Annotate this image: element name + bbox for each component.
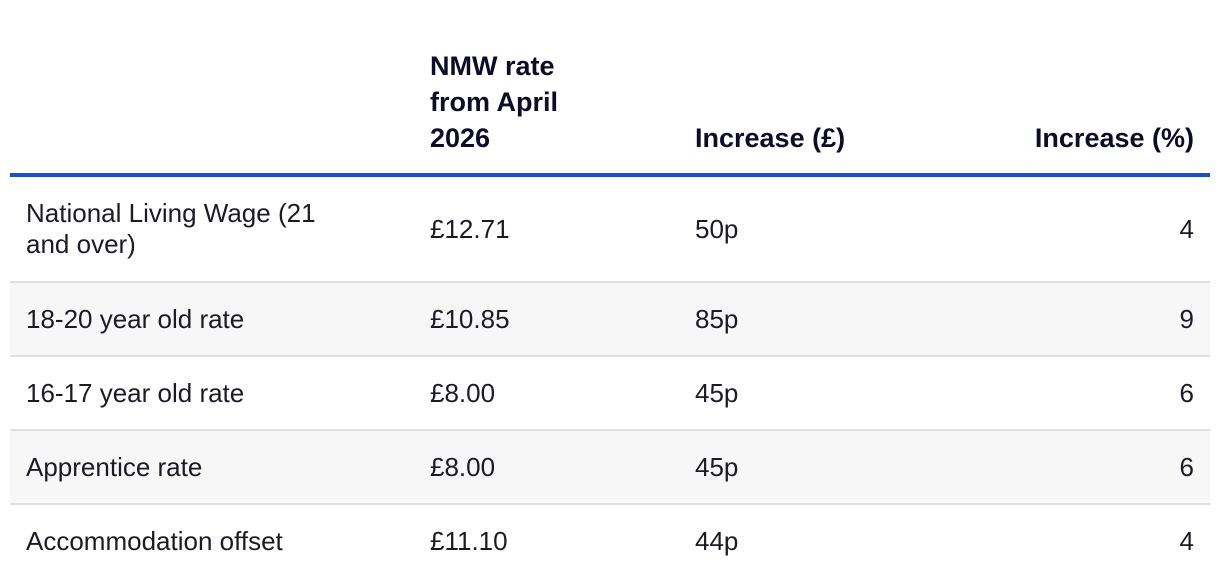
rate-cell: £12.71 xyxy=(414,175,679,283)
table-header: NMW rate from April 2026 Increase (£) In… xyxy=(10,40,1210,177)
increase-pct-cell: 9 xyxy=(929,282,1210,357)
table-row: National Living Wage (21 and over) £12.7… xyxy=(10,175,1210,283)
rate-name-cell: Accommodation offset xyxy=(10,504,414,577)
header-nmw-rate: NMW rate from April 2026 xyxy=(414,40,679,177)
increase-gbp-cell: 50p xyxy=(679,175,929,283)
header-rate-name xyxy=(10,40,414,177)
increase-pct-cell: 6 xyxy=(929,430,1210,505)
table-row: Apprentice rate £8.00 45p 6 xyxy=(10,430,1210,505)
table-row: 16-17 year old rate £8.00 45p 6 xyxy=(10,356,1210,431)
increase-pct-cell: 6 xyxy=(929,356,1210,431)
rate-name-cell: Apprentice rate xyxy=(10,430,414,505)
header-increase-gbp: Increase (£) xyxy=(679,40,929,177)
rate-name-cell: 16-17 year old rate xyxy=(10,356,414,431)
header-increase-pct: Increase (%) xyxy=(929,40,1210,177)
increase-pct-cell: 4 xyxy=(929,504,1210,577)
increase-gbp-cell: 85p xyxy=(679,282,929,357)
table-body: National Living Wage (21 and over) £12.7… xyxy=(10,175,1210,577)
nmw-rates-table: NMW rate from April 2026 Increase (£) In… xyxy=(10,40,1210,577)
increase-gbp-cell: 45p xyxy=(679,356,929,431)
header-row: NMW rate from April 2026 Increase (£) In… xyxy=(10,40,1210,177)
rate-cell: £8.00 xyxy=(414,430,679,505)
table-row: Accommodation offset £11.10 44p 4 xyxy=(10,504,1210,577)
increase-gbp-cell: 45p xyxy=(679,430,929,505)
rate-name-cell: National Living Wage (21 and over) xyxy=(10,175,414,283)
rate-cell: £11.10 xyxy=(414,504,679,577)
rate-cell: £8.00 xyxy=(414,356,679,431)
rate-cell: £10.85 xyxy=(414,282,679,357)
increase-pct-cell: 4 xyxy=(929,175,1210,283)
rate-name-cell: 18-20 year old rate xyxy=(10,282,414,357)
increase-gbp-cell: 44p xyxy=(679,504,929,577)
table-row: 18-20 year old rate £10.85 85p 9 xyxy=(10,282,1210,357)
